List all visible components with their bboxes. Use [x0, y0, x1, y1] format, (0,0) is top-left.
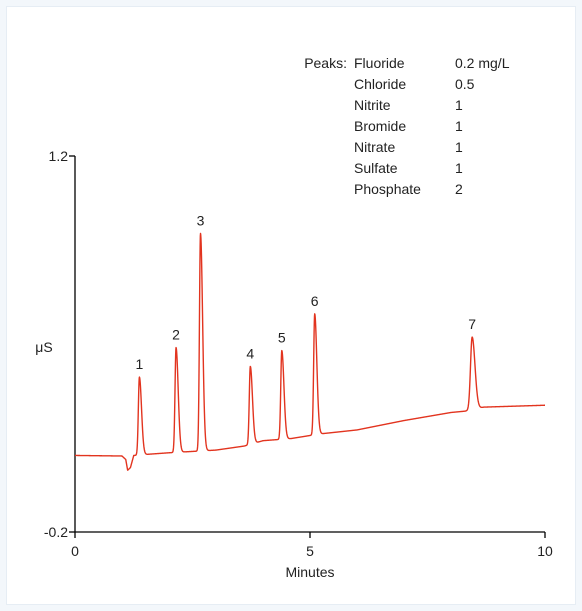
legend-analyte-name: Nitrite: [354, 97, 391, 113]
legend-analyte-name: Bromide: [354, 118, 406, 134]
legend-concentration: 1: [455, 97, 463, 113]
legend-concentration: 0.5: [455, 76, 475, 92]
legend-concentration: 1: [455, 160, 463, 176]
legend-title: Peaks:: [304, 55, 347, 71]
peak-label: 6: [311, 293, 319, 309]
peak-label: 1: [135, 356, 143, 372]
chromatogram-trace: [74, 232, 546, 471]
chart-panel: 0 5 10 -0.2 1.2 μS Minutes 1 2 3 4 5 6 7 Peaks: Fl…: [6, 6, 576, 605]
legend-analyte-name: Fluoride: [354, 55, 405, 71]
x-tick-label: 5: [306, 543, 314, 559]
legend-concentration: 1: [455, 118, 463, 134]
peaks-legend: Peaks: Fluoride 0.2 mg/L Chloride 0.5 Nitrit…: [304, 55, 510, 197]
y-tick-label: -0.2: [44, 524, 68, 540]
axis-ticks: 0 5 10 -0.2 1.2: [44, 148, 553, 559]
y-tick-label: 1.2: [49, 148, 69, 164]
legend-analyte-name: Sulfate: [354, 160, 398, 176]
x-tick-label: 10: [537, 543, 553, 559]
axes: [74, 156, 545, 533]
legend-concentration: 1: [455, 139, 463, 155]
x-tick-label: 0: [71, 543, 79, 559]
legend-analyte-name: Nitrate: [354, 139, 395, 155]
peak-label: 4: [246, 345, 254, 361]
peak-labels: 1 2 3 4 5 6 7: [135, 212, 476, 372]
chromatogram-chart: 0 5 10 -0.2 1.2 μS Minutes 1 2 3 4 5 6 7 Peaks: Fl…: [35, 55, 553, 580]
legend-analyte-name: Phosphate: [354, 181, 421, 197]
peak-label: 3: [197, 212, 205, 228]
legend-concentration: 2: [455, 181, 463, 197]
peak-label: 5: [278, 330, 286, 346]
y-axis-title: μS: [35, 339, 52, 355]
peak-label: 2: [172, 327, 180, 343]
legend-analyte-name: Chloride: [354, 76, 406, 92]
legend-concentration: 0.2 mg/L: [455, 55, 510, 71]
peak-label: 7: [468, 316, 476, 332]
x-axis-title: Minutes: [285, 564, 334, 580]
